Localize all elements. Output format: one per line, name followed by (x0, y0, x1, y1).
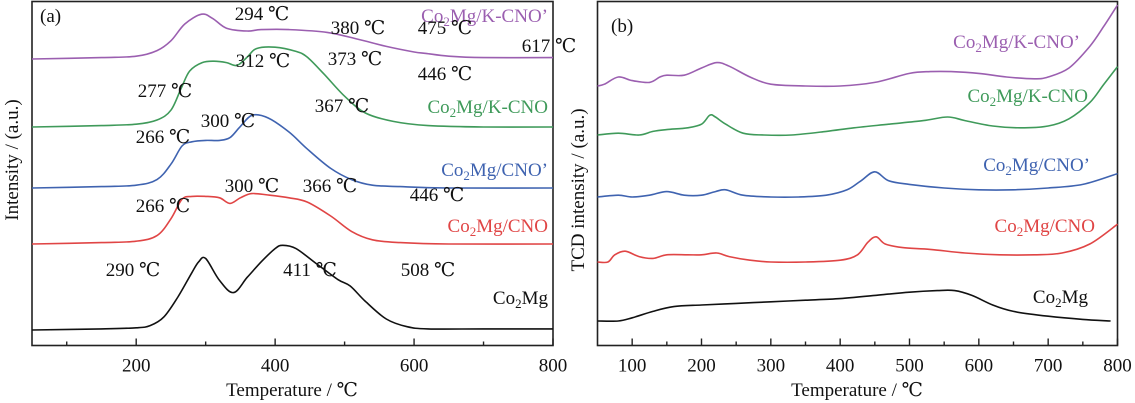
series-label: Co2Mg/K-CNO (427, 97, 548, 120)
peak-temperature-annotation: 266 ℃ (136, 196, 191, 217)
peak-temperature-annotation: 277 ℃ (138, 81, 193, 102)
panel-b-curves (597, 4, 1119, 323)
x-tick-label: 800 (1103, 356, 1132, 377)
x-tick-label: 400 (261, 356, 290, 377)
peak-temperature-annotation: 366 ℃ (303, 176, 358, 197)
series-curve (597, 66, 1119, 137)
series-label: Co2Mg/K-CNO (967, 86, 1088, 109)
panel-b: 100 200 300 400 500 600 700 800 Co2Mg/K-CNO’Co2… (568, 0, 1132, 401)
x-tick-label: 400 (826, 356, 855, 377)
x-tick-label: 300 (757, 356, 786, 377)
x-tick-label: 500 (895, 356, 924, 377)
peak-temperature-annotation: 367 ℃ (315, 96, 370, 117)
x-tick-label: 800 (539, 356, 568, 377)
panel-a-label: (a) (40, 6, 61, 27)
panel-a-curves (31, 13, 554, 331)
x-tick-label: 200 (122, 356, 151, 377)
peak-temperature-annotation: 294 ℃ (235, 4, 290, 25)
series-curve (31, 244, 553, 331)
peak-temperature-annotation: 300 ℃ (225, 176, 280, 197)
peak-temperature-annotation: 446 ℃ (410, 185, 465, 206)
panel-a-series-labels: Co2Mg/K-CNO’ Co2Mg/K-CNO Co2Mg/CNO’ Co2Mg/C… (421, 6, 548, 311)
series-label: Co2Mg/CNO’ (441, 160, 548, 183)
series-curve (31, 192, 554, 245)
panel-a-annotations: 294 ℃ 380 ℃ 475 ℃ 617 ℃ 277 ℃ 312 ℃ 373 ℃ 446 ℃… (106, 4, 577, 281)
series-label: Co2Mg/K-CNO’ (421, 6, 548, 29)
x-tick-label: 200 (687, 356, 716, 377)
panel-b-label: (b) (611, 16, 633, 37)
panel-a: 200 400 600 800 Co2Mg/K-CNO’Co2Mg/K-CNOCo2M… (2, 0, 577, 401)
peak-temperature-annotation: 446 ℃ (418, 64, 473, 85)
series-curve (31, 13, 554, 60)
series-label: Co2Mg (493, 288, 549, 311)
panel-b-x-ticks: 100 200 300 400 500 600 700 800 (618, 338, 1132, 377)
x-tick-label: 100 (618, 356, 647, 377)
panel-a-y-axis-label: Intensity / (a.u.) (2, 99, 23, 220)
panel-b-x-axis-label: Temperature / ℃ (791, 380, 923, 401)
panel-a-x-ticks: 200 400 600 800 (66, 338, 568, 377)
peak-temperature-annotation: 266 ℃ (136, 127, 191, 148)
x-tick-label: 600 (400, 356, 429, 377)
x-tick-label: 600 (965, 356, 994, 377)
panel-b-series-labels: Co2Mg/K-CNO’ Co2Mg/K-CNO Co2Mg/CNO’ Co2Mg/C… (953, 32, 1095, 310)
series-curve (597, 289, 1111, 323)
panel-b-y-axis-label: TCD intensity / (a.u.) (568, 108, 589, 271)
peak-temperature-annotation: 312 ℃ (236, 51, 291, 72)
series-curve (31, 46, 554, 128)
peak-temperature-annotation: 508 ℃ (401, 260, 456, 281)
peak-temperature-annotation: 373 ℃ (328, 49, 383, 70)
series-curve (597, 4, 1119, 88)
panel-a-x-axis-label: Temperature / ℃ (226, 380, 358, 401)
x-tick-label: 700 (1034, 356, 1063, 377)
series-curve (597, 171, 1118, 199)
series-label: Co2Mg (1033, 287, 1089, 310)
peak-temperature-annotation: 380 ℃ (331, 18, 386, 39)
series-label: Co2Mg/CNO’ (983, 155, 1090, 178)
panel-a-frame (31, 0, 554, 347)
panel-b-frame (596, 0, 1119, 347)
peak-temperature-annotation: 300 ℃ (201, 111, 256, 132)
series-label: Co2Mg/CNO (995, 216, 1095, 239)
series-curve (31, 113, 554, 189)
peak-temperature-annotation: 475 ℃ (418, 18, 473, 39)
peak-temperature-annotation: 617 ℃ (522, 36, 577, 57)
series-label: Co2Mg/CNO (448, 216, 548, 239)
peak-temperature-annotation: 411 ℃ (283, 260, 337, 281)
series-curve (597, 223, 1118, 264)
series-label: Co2Mg/K-CNO’ (953, 32, 1080, 55)
peak-temperature-annotation: 290 ℃ (106, 260, 161, 281)
